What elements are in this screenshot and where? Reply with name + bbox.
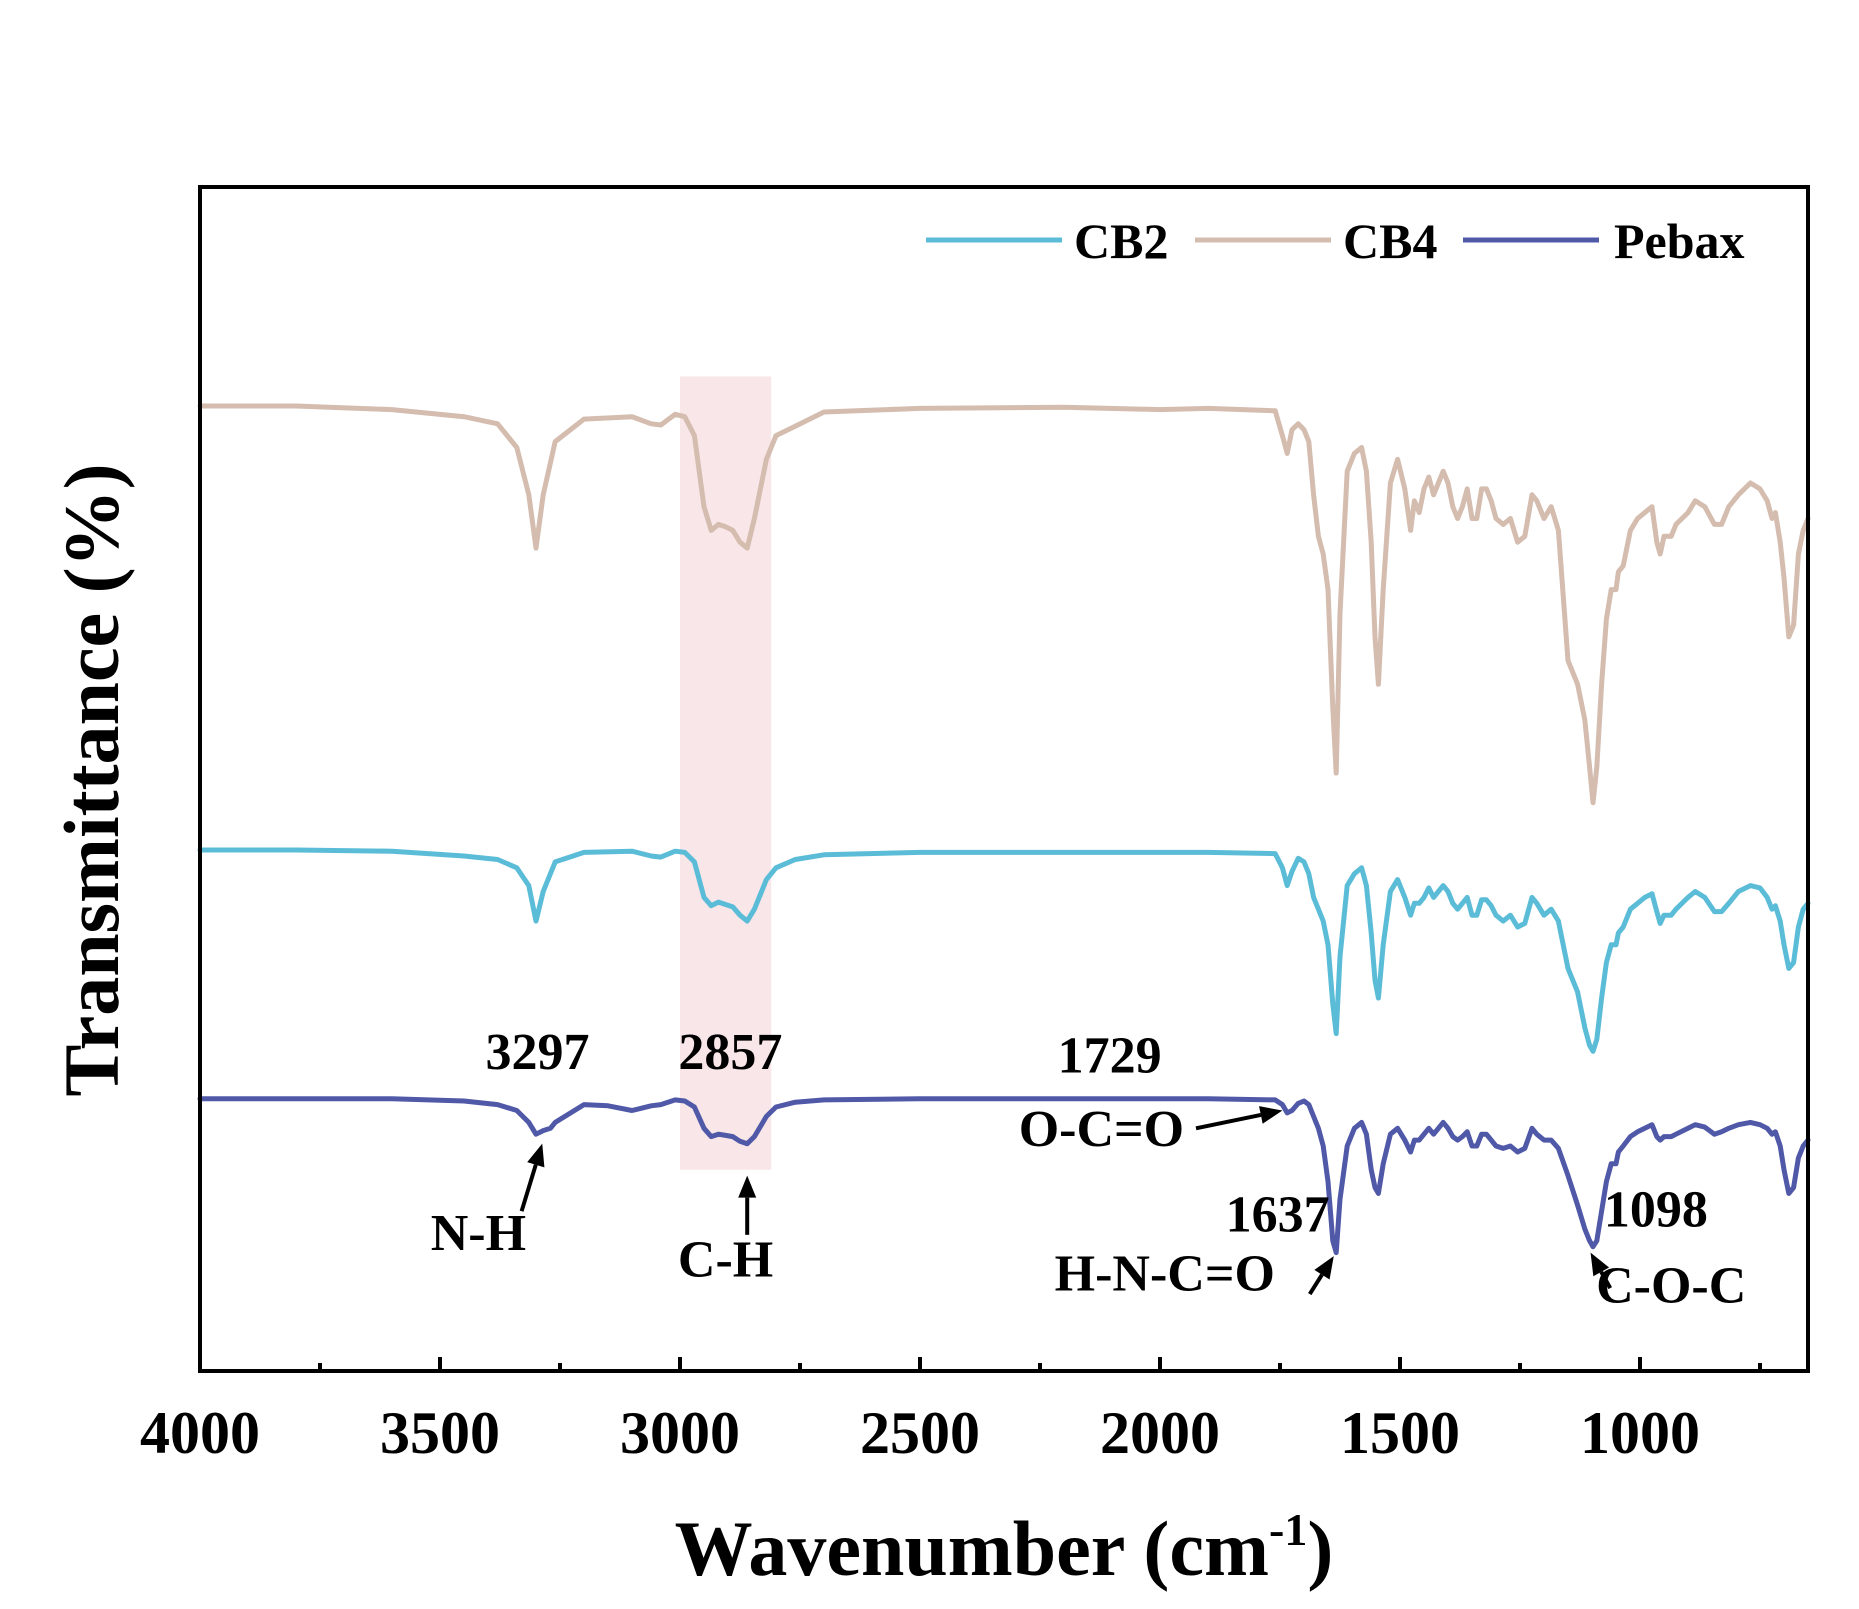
legend-label-pebax: Pebax <box>1614 213 1745 269</box>
annotation-group-ch: C-H <box>678 1231 773 1288</box>
plot-frame <box>198 185 1810 1373</box>
annotation-arrow-head <box>1314 1256 1334 1280</box>
x-tick-label: 2000 <box>1100 1400 1220 1466</box>
legend-label-cb4: CB4 <box>1343 213 1437 269</box>
annotation-group-oco: O-C=O <box>1019 1101 1184 1158</box>
series-line-cb4 <box>197 403 1811 806</box>
x-axis-title: Wavenumber (cm-1) <box>675 1504 1334 1592</box>
x-tick-label: 3500 <box>380 1400 500 1466</box>
annotation-arrow-head <box>738 1175 757 1198</box>
x-tick-label: 2500 <box>860 1400 980 1466</box>
annotation-arrow-head <box>1259 1106 1283 1124</box>
x-tick-label: 1500 <box>1340 1400 1460 1466</box>
annotation-arrow-head <box>1590 1252 1610 1277</box>
x-axis-title-main: Wavenumber (cm <box>675 1505 1269 1592</box>
annotation-arrow-head <box>527 1143 545 1168</box>
series-layer <box>197 403 1811 1256</box>
annotation-group-nh: N-H <box>431 1205 526 1262</box>
series-line-cb2 <box>197 847 1811 1054</box>
annotation-arrow-shaft <box>519 1164 538 1212</box>
annotation-arrow-shaft <box>1195 1112 1262 1131</box>
annotation-group-hnco: H-N-C=O <box>1055 1245 1275 1302</box>
x-tick-label: 1000 <box>1580 1400 1700 1466</box>
x-axis-ticks: 4000 3500 3000 2500 2000 1500 1000 <box>140 1357 1762 1466</box>
annotation-layer: 3297 2857 1729 1637 1098 N-H C-H O-C=O H-N-C=O C-… <box>431 1024 1747 1314</box>
annotation-arrow-shaft <box>1599 1270 1612 1290</box>
annotation-peak-3297: 3297 <box>485 1024 589 1081</box>
x-axis-title-superscript: -1 <box>1269 1504 1307 1555</box>
x-tick-label: 3000 <box>620 1400 740 1466</box>
legend-label-cb2: CB2 <box>1074 213 1168 269</box>
y-axis-title: Transmittance (%) <box>48 463 135 1096</box>
annotation-peak-2857: 2857 <box>678 1024 782 1081</box>
arrow-layer <box>519 1106 1612 1296</box>
annotation-peak-1729: 1729 <box>1058 1028 1162 1085</box>
annotation-group-coc: C-O-C <box>1596 1257 1746 1314</box>
x-tick-label: 4000 <box>140 1400 260 1466</box>
series-line-pebax <box>197 1096 1811 1256</box>
annotation-peak-1098: 1098 <box>1604 1182 1708 1239</box>
legend: CB2 CB4 Pebax <box>926 213 1745 269</box>
annotation-peak-1637: 1637 <box>1226 1186 1330 1243</box>
annotation-arrow-shaft <box>1308 1273 1324 1296</box>
x-axis-title-suffix: ) <box>1307 1505 1333 1592</box>
